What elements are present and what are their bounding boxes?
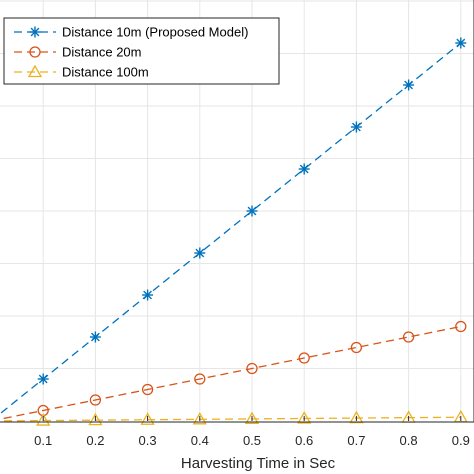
x-tick-label: 0.8 (400, 433, 418, 448)
series-line (0, 325, 461, 420)
legend-item-3: Distance 100m (14, 65, 149, 80)
circle-marker (402, 331, 415, 343)
legend: Distance 10m (Proposed Model) Distance 20… (3, 17, 280, 85)
x-tick-label: 0.6 (295, 433, 313, 448)
x-tick-label: 0.3 (139, 433, 157, 448)
triangle-marker (27, 64, 43, 78)
legend-label: Distance 10m (Proposed Model) (62, 25, 248, 40)
triangle-marker (349, 410, 364, 424)
star-marker (142, 289, 154, 301)
series-1 (0, 37, 467, 415)
circle-marker (350, 341, 363, 354)
x-tick-label: 0.9 (452, 433, 470, 448)
circle-marker (141, 383, 154, 396)
series-line (0, 42, 462, 415)
legend-box (3, 17, 280, 85)
x-tick-label: 0.7 (347, 433, 365, 448)
circle-marker (246, 362, 258, 375)
triangle-marker (140, 412, 155, 425)
x-tick-label: 0.4 (191, 433, 209, 448)
star-marker (403, 79, 415, 91)
circle-marker (89, 394, 102, 406)
series-2 (0, 320, 467, 420)
legend-item-1: Distance 10m (Proposed Model) (14, 25, 248, 40)
circle-marker (298, 352, 310, 364)
triangle-marker (244, 411, 260, 425)
star-marker (298, 163, 310, 175)
star-marker (350, 121, 362, 133)
legend-label: Distance 20m (62, 45, 141, 60)
circle-marker (29, 46, 41, 58)
x-tick-label: 0.2 (86, 433, 104, 448)
series-line (0, 416, 461, 422)
x-tick-labels: 0.1 0.2 0.3 0.4 0.5 0.6 0.7 0.8 0.9 (34, 416, 470, 448)
triangle-marker (192, 412, 207, 425)
series-layer (0, 37, 468, 426)
x-tick-label: 0.1 (34, 433, 52, 448)
triangle-marker (297, 411, 312, 424)
star-marker (194, 247, 206, 259)
star-marker (246, 205, 258, 217)
x-axis-label: Harvesting Time in Sec (181, 455, 336, 472)
circle-marker (455, 320, 467, 333)
legend-label: Distance 100m (62, 65, 149, 80)
star-marker (29, 26, 41, 38)
triangle-marker (36, 413, 51, 426)
circle-marker (194, 373, 206, 385)
star-marker (37, 373, 49, 385)
x-tick-label: 0.5 (243, 433, 261, 448)
plot-frame (0, 0, 474, 423)
triangle-marker (88, 412, 103, 426)
star-marker (89, 331, 101, 343)
legend-item-2: Distance 20m (14, 45, 141, 60)
star-marker (455, 37, 467, 49)
series-3 (0, 409, 468, 426)
